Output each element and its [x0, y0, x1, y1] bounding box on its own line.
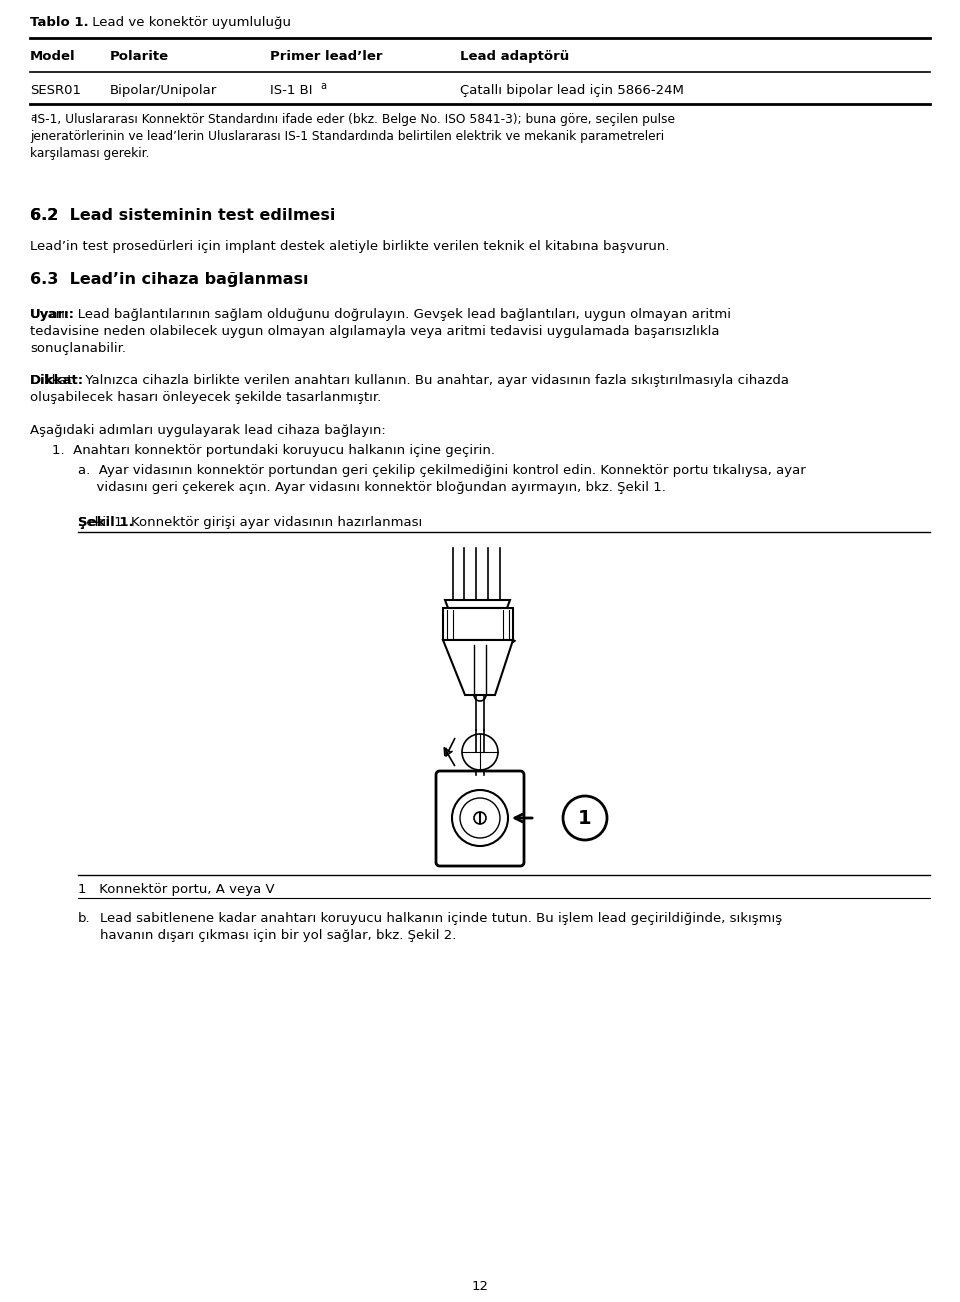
Text: IS-1 BI: IS-1 BI [270, 85, 313, 98]
Text: Lead’in test prosedürleri için implant destek aletiyle birlikte verilen teknik e: Lead’in test prosedürleri için implant d… [30, 240, 669, 253]
Text: Uyarı:  Lead bağlantılarının sağlam olduğunu doğrulayın. Gevşek lead bağlantılar: Uyarı: Lead bağlantılarının sağlam olduğ… [30, 309, 731, 322]
Text: Lead ve konektör uyumluluğu: Lead ve konektör uyumluluğu [88, 16, 291, 29]
Text: vidasını geri çekerek açın. Ayar vidasını konnektör bloğundan ayırmayın, bkz. Şe: vidasını geri çekerek açın. Ayar vidasın… [88, 480, 666, 493]
Text: Tablo 1.: Tablo 1. [30, 16, 88, 29]
Text: a: a [320, 81, 326, 91]
Text: Primer lead’ler: Primer lead’ler [270, 49, 382, 62]
Text: b.: b. [78, 911, 90, 924]
Text: Dikkat:: Dikkat: [30, 374, 84, 387]
Text: karşılaması gerekir.: karşılaması gerekir. [30, 147, 150, 160]
Text: Bipolar/Unipolar: Bipolar/Unipolar [110, 85, 217, 98]
Text: 1.  Anahtarı konnektör portundaki koruyucu halkanın içine geçirin.: 1. Anahtarı konnektör portundaki koruyuc… [52, 444, 495, 457]
Text: Şekil 1. Konnektör girişi ayar vidasının hazırlanması: Şekil 1. Konnektör girişi ayar vidasının… [78, 516, 422, 529]
Text: oluşabilecek hasarı önleyecek şekilde tasarlanmıştır.: oluşabilecek hasarı önleyecek şekilde ta… [30, 391, 381, 404]
Text: a.  Ayar vidasının konnektör portundan geri çekilip çekilmediğini kontrol edin. : a. Ayar vidasının konnektör portundan ge… [78, 464, 805, 477]
Text: Lead sabitlenene kadar anahtarı koruyucu halkanın içinde tutun. Bu işlem lead ge: Lead sabitlenene kadar anahtarı koruyucu… [100, 911, 782, 924]
Text: 6.2  Lead sisteminin test edilmesi: 6.2 Lead sisteminin test edilmesi [30, 208, 335, 223]
Text: Şekil 1.: Şekil 1. [78, 516, 133, 529]
Text: Model: Model [30, 49, 76, 62]
Text: SESR01: SESR01 [30, 85, 81, 98]
Text: 6.2: 6.2 [30, 208, 59, 223]
Text: Polarite: Polarite [110, 49, 169, 62]
Text: IS-1, Uluslararası Konnektör Standardını ifade eder (bkz. Belge No. ISO 5841-3);: IS-1, Uluslararası Konnektör Standardını… [30, 113, 675, 126]
Circle shape [563, 796, 607, 840]
Circle shape [462, 734, 498, 769]
Text: 1: 1 [578, 809, 591, 828]
Text: a: a [30, 113, 36, 122]
Text: Dikkat:  Yalnızca cihazla birlikte verilen anahtarı kullanın. Bu anahtar, ayar v: Dikkat: Yalnızca cihazla birlikte verile… [30, 374, 789, 387]
Text: Uyarı:: Uyarı: [30, 309, 75, 322]
Text: sonuçlanabilir.: sonuçlanabilir. [30, 342, 126, 355]
Text: Çatallı bipolar lead için 5866-24M: Çatallı bipolar lead için 5866-24M [460, 85, 684, 98]
Polygon shape [445, 600, 510, 608]
Text: 12: 12 [471, 1280, 489, 1293]
Text: 1   Konnektör portu, A veya V: 1 Konnektör portu, A veya V [78, 883, 275, 896]
Text: 6.3  Lead’in cihaza bağlanması: 6.3 Lead’in cihaza bağlanması [30, 272, 308, 286]
Text: jeneratörlerinin ve lead’lerin Uluslararası IS-1 Standardında belirtilen elektri: jeneratörlerinin ve lead’lerin Uluslarar… [30, 130, 664, 143]
Text: havanın dışarı çıkması için bir yol sağlar, bkz. Şekil 2.: havanın dışarı çıkması için bir yol sağl… [100, 930, 456, 943]
Bar [443, 608, 513, 641]
Text: tedavisine neden olabilecek uygun olmayan algılamayla veya aritmi tedavisi uygul: tedavisine neden olabilecek uygun olmaya… [30, 326, 719, 339]
Text: Lead adaptörü: Lead adaptörü [460, 49, 569, 62]
Circle shape [460, 798, 500, 838]
Polygon shape [443, 641, 513, 695]
FancyBboxPatch shape [436, 771, 524, 866]
Circle shape [452, 790, 508, 846]
Circle shape [474, 812, 486, 824]
Text: Aşağıdaki adımları uygulayarak lead cihaza bağlayın:: Aşağıdaki adımları uygulayarak lead ciha… [30, 424, 386, 437]
